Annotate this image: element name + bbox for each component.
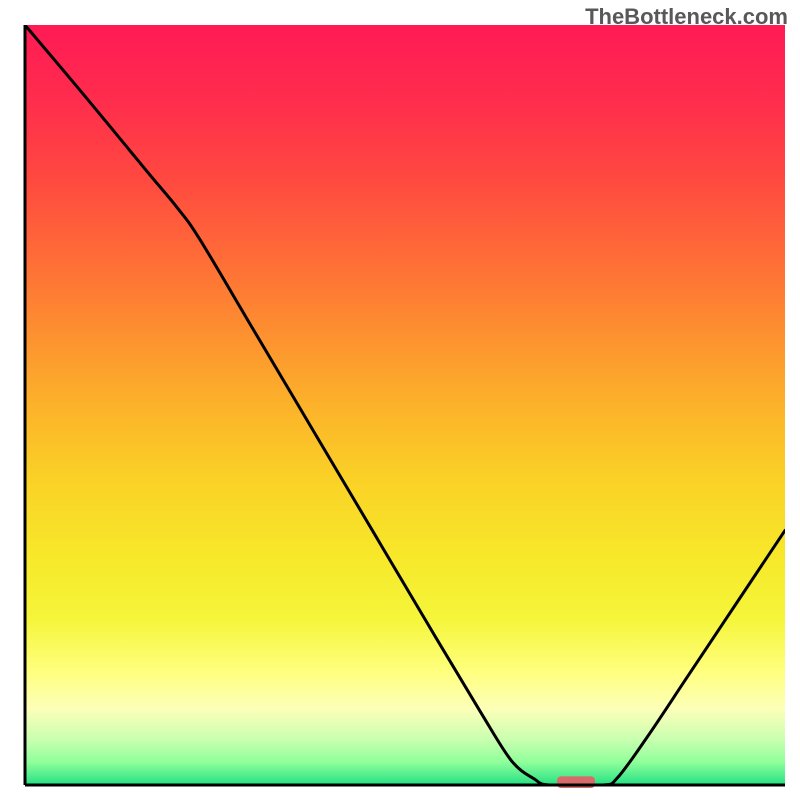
watermark-text: TheBottleneck.com xyxy=(585,4,788,30)
bottleneck-chart xyxy=(0,0,800,800)
chart-svg xyxy=(0,0,800,800)
gradient-background xyxy=(25,25,785,785)
